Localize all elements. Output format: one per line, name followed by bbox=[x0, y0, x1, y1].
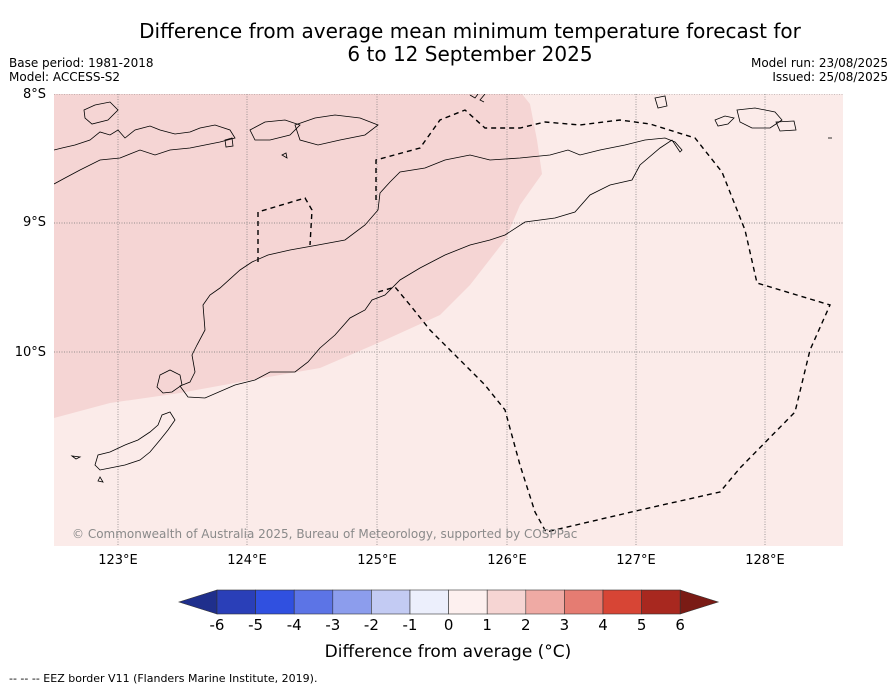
lon-label-124e: 124°E bbox=[227, 553, 267, 568]
meta-left: Base period: 1981-2018 Model: ACCESS-S2 bbox=[9, 56, 154, 84]
wetar-island bbox=[654, 95, 668, 109]
issued-date: Issued: 25/08/2025 bbox=[772, 70, 888, 84]
graticule bbox=[54, 94, 843, 546]
timor-island bbox=[179, 137, 683, 399]
colorbar-tick-label: 0 bbox=[443, 616, 454, 634]
lon-label-123e: 123°E bbox=[98, 553, 138, 568]
colorbar-tick-label: 1 bbox=[482, 616, 492, 634]
anomaly-zone-1-2 bbox=[54, 94, 542, 418]
lon-label-125e: 125°E bbox=[357, 553, 397, 568]
title-line-1: Difference from average mean minimum tem… bbox=[139, 19, 801, 43]
eez-border bbox=[257, 109, 831, 533]
semau-island bbox=[156, 369, 183, 394]
meta-right: Model run: 23/08/2025 Issued: 25/08/2025 bbox=[751, 56, 888, 84]
lon-label-127e: 127°E bbox=[616, 553, 656, 568]
colorbar-tick-label: -4 bbox=[286, 616, 302, 634]
copyright-notice: © Commonwealth of Australia 2025, Bureau… bbox=[72, 527, 578, 541]
lon-label-126e: 126°E bbox=[487, 553, 527, 568]
lat-label-8s: 8°S bbox=[22, 87, 46, 102]
eez-footnote: -- -- -- EEZ border V11 (Flanders Marine… bbox=[9, 672, 318, 685]
base-period: Base period: 1981-2018 bbox=[9, 56, 154, 70]
colorbar-tick-label: -6 bbox=[209, 616, 225, 634]
map-title: Difference from average mean minimum tem… bbox=[110, 20, 830, 66]
colorbar-tick-label: -1 bbox=[402, 616, 418, 634]
colorbar-tick-label: 5 bbox=[636, 616, 647, 634]
model-run: Model run: 23/08/2025 bbox=[750, 56, 888, 70]
colorbar-tick-label: 2 bbox=[521, 616, 531, 634]
coastlines bbox=[54, 94, 832, 483]
model-name: Model: ACCESS-S2 bbox=[9, 70, 121, 84]
colorbar-tick-label: -5 bbox=[248, 616, 264, 634]
lat-label-9s: 9°S bbox=[22, 215, 46, 230]
colorbar-tick-label: -2 bbox=[363, 616, 379, 634]
northern-islands bbox=[54, 124, 236, 185]
colorbar-tick-label: 6 bbox=[675, 616, 685, 634]
colorbar-tick-label: -3 bbox=[325, 616, 341, 634]
lat-label-10s: 10°S bbox=[14, 345, 46, 360]
colorbar-tick-label: 3 bbox=[559, 616, 570, 634]
colorbar-label: Difference from average (°C) bbox=[324, 642, 572, 662]
roti-island bbox=[94, 411, 176, 471]
title-line-2: 6 to 12 September 2025 bbox=[347, 42, 593, 66]
colorbar-tick-label: 4 bbox=[598, 616, 608, 634]
lon-label-128e: 128°E bbox=[745, 553, 785, 568]
